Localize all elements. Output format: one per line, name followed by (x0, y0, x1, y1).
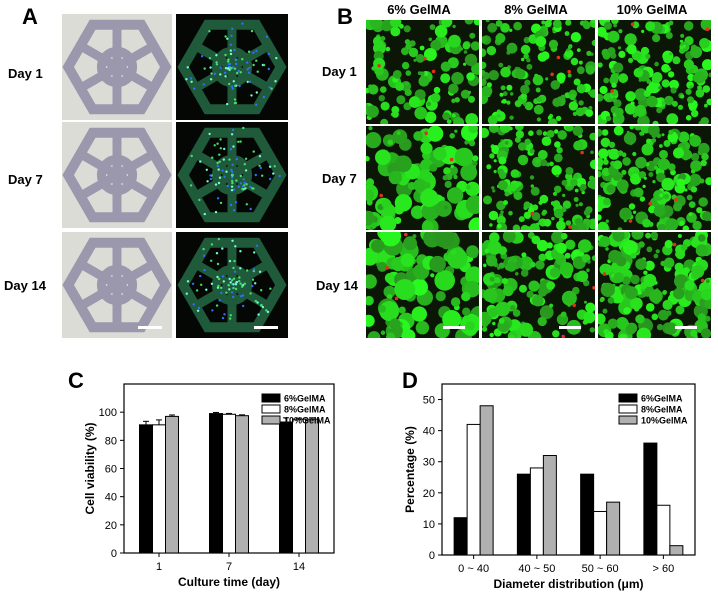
y-tick-label: 0 (111, 548, 117, 560)
y-tick-label: 60 (105, 464, 117, 476)
bar (466, 423, 481, 556)
x-tick-label: > 60 (653, 563, 675, 575)
bar (139, 424, 153, 554)
x-tick-label: 50 ~ 60 (582, 563, 619, 575)
y-tick-label: 20 (423, 488, 435, 500)
bar (305, 418, 319, 554)
legend-swatch (618, 415, 638, 425)
legend-label: 6%GelMA (284, 394, 326, 404)
y-tick-label: 100 (99, 407, 117, 419)
legend-swatch (618, 393, 638, 403)
y-tick-label: 50 (423, 395, 435, 407)
y-tick-label: 0 (429, 550, 435, 562)
scale-bar (254, 326, 278, 329)
scale-bar (675, 326, 697, 329)
y-tick-label: 30 (423, 457, 435, 469)
bar (643, 442, 658, 556)
bar (222, 413, 236, 554)
bar (479, 405, 494, 556)
live-dead-stain-image (366, 20, 479, 124)
panel-b-column-label-10: 10% GelMA (616, 2, 688, 17)
panel-a-row-label-day7: Day 7 (8, 172, 43, 187)
brightfield-scaffold-image (62, 14, 172, 120)
legend-swatch (261, 404, 281, 414)
legend-label: 10%GelMA (284, 416, 331, 426)
legend-label: 8%GelMA (641, 405, 683, 415)
bar (152, 424, 166, 554)
bar (580, 473, 595, 556)
panel-b-column-label-8: 8% GelMA (504, 2, 568, 17)
brightfield-scaffold-image (62, 232, 172, 338)
live-dead-stain-image (482, 20, 595, 124)
live-dead-stain-image (598, 20, 711, 124)
panel-b-column-label-6: 6% GelMA (387, 2, 451, 17)
brightfield-scaffold-image (62, 122, 172, 228)
y-axis-label: Percentage (%) (403, 426, 417, 513)
x-tick-label: 0 ~ 40 (458, 563, 489, 575)
scale-bar (443, 326, 465, 329)
panel-label-a: A (22, 4, 38, 29)
y-tick-label: 80 (105, 435, 117, 447)
fluorescence-scaffold-image (176, 232, 288, 338)
bar (669, 545, 684, 556)
x-axis-label: Diameter distribution (μm) (493, 577, 643, 591)
bar (542, 455, 557, 556)
panel-label-c: C (68, 368, 84, 393)
bar (209, 413, 223, 554)
y-tick-label: 10 (423, 519, 435, 531)
scale-bar (559, 326, 581, 329)
live-dead-stain-image (598, 126, 711, 230)
legend-swatch (618, 404, 638, 414)
live-dead-stain-image (482, 232, 595, 338)
fluorescence-scaffold-image (176, 14, 288, 120)
scale-bar (138, 326, 162, 329)
panel-label-d: D (402, 368, 418, 393)
panel-b-row-label-day14: Day 14 (316, 278, 358, 293)
live-dead-stain-image (598, 232, 711, 338)
fluorescence-scaffold-image (176, 122, 288, 228)
panel-label-b: B (337, 4, 353, 29)
bar (235, 415, 249, 554)
bar (606, 501, 621, 556)
bar (279, 421, 293, 554)
panel-b-row-label-day7: Day 7 (322, 171, 357, 186)
x-tick-label: 1 (156, 561, 162, 573)
legend-label: 6%GelMA (641, 394, 683, 404)
x-tick-label: 7 (226, 561, 232, 573)
legend-swatch (261, 393, 281, 403)
x-tick-label: 40 ~ 50 (518, 563, 555, 575)
y-tick-label: 20 (105, 520, 117, 532)
plot-frame (441, 383, 696, 556)
panel-b-row-label-day1: Day 1 (322, 64, 357, 79)
bar (516, 473, 531, 556)
panel-a-row-label-day1: Day 1 (8, 66, 43, 81)
bar (165, 415, 179, 554)
x-tick-label: 14 (293, 561, 305, 573)
bar (292, 418, 306, 554)
y-tick-label: 40 (105, 492, 117, 504)
live-dead-stain-image (366, 232, 479, 338)
legend-label: 10%GelMA (641, 416, 688, 426)
legend-label: 8%GelMA (284, 405, 326, 415)
y-axis-label: Cell viability (%) (83, 422, 97, 514)
bar (656, 504, 671, 556)
bar (453, 517, 468, 556)
bar (593, 510, 608, 556)
live-dead-stain-image (366, 126, 479, 230)
y-tick-label: 40 (423, 426, 435, 438)
bar (529, 467, 544, 556)
live-dead-stain-image (482, 126, 595, 230)
x-axis-label: Culture time (day) (178, 575, 280, 589)
legend-swatch (261, 415, 281, 425)
panel-a-row-label-day14: Day 14 (4, 278, 46, 293)
